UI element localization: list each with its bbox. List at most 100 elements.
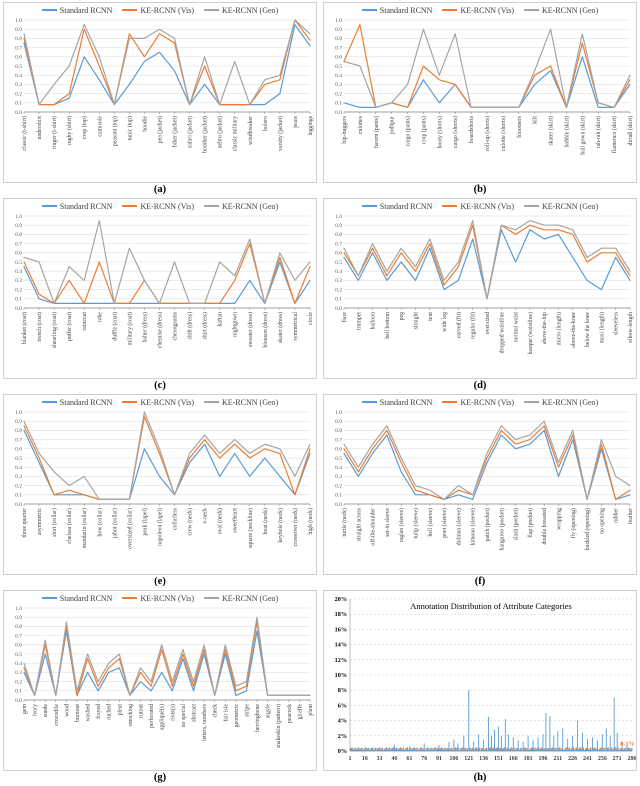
line-chart: 0.0 0.1 0.2 0.3 0.4 0.5 0.6 0.7 0.8 0.9 1.0 gem ivor… [15,606,314,748]
svg-text:4%: 4% [338,718,347,725]
svg-text:0.2: 0.2 [15,679,22,685]
svg-text:classic military: classic military [233,116,239,151]
svg-text:varsity (jacket): varsity (jacket) [277,116,284,151]
svg-text:perforated: perforated [148,704,155,728]
svg-text:letters, numbers: letters, numbers [202,703,208,741]
svg-text:0.8: 0.8 [15,36,22,42]
svg-text:cheongsams: cheongsams [173,311,179,340]
chart-b: Standard RCNN KE-RCNN (Vis) KE-RCNN (Geo) 0… [323,2,637,183]
svg-text:buckled (opening): buckled (opening) [584,508,591,550]
svg-text:18%: 18% [335,611,347,618]
svg-text:sweater (dress): sweater (dress) [247,312,254,347]
subplot-h: 0% 2% 4% 6% 8% 10% 12% 14% 16% 18% 20% 0.3% 1 16 31 46 6… [320,589,640,785]
legend-line-icon [442,204,458,207]
svg-text:16%: 16% [335,626,347,633]
legend-label: Standard RCNN [59,5,113,15]
svg-text:crossover (neck): crossover (neck) [292,508,299,547]
svg-text:keyhole (neck): keyhole (neck) [277,508,284,543]
svg-text:feather: feather [627,508,634,524]
svg-text:271: 271 [613,756,622,762]
svg-text:bell bottom: bell bottom [385,312,391,339]
svg-text:wood: wood [64,704,70,717]
svg-text:abstract: abstract [191,704,197,722]
svg-text:1.0: 1.0 [15,410,22,416]
legend-line-icon [523,400,539,403]
svg-text:76: 76 [421,756,427,762]
svg-text:0.4: 0.4 [15,73,22,79]
legend-line-icon [122,8,138,11]
caption-g: (g) [153,772,167,783]
svg-text:sleeveless: sleeveless [614,311,620,335]
legend-label: Standard RCNN [59,201,113,211]
legend-line-icon [523,8,539,11]
svg-text:v-neck: v-neck [203,508,209,524]
svg-text:ringer (t-shirt): ringer (t-shirt) [51,116,58,149]
svg-text:halter (dress): halter (dress) [141,312,148,342]
svg-text:puffer (coat): puffer (coat) [66,312,73,341]
svg-text:patch (pocket): patch (pocket) [484,508,491,541]
svg-text:micro (length): micro (length) [556,312,563,345]
svg-text:giraffe: giraffe [296,704,303,720]
legend-item: Standard RCNN [361,3,432,19]
svg-text:0.9: 0.9 [15,615,22,621]
svg-text:0.3%: 0.3% [620,741,635,748]
svg-text:crew (neck): crew (neck) [187,508,194,536]
svg-text:166: 166 [509,756,518,762]
svg-text:washed: washed [86,704,92,721]
svg-text:above-the-hip: above-the-hip [542,312,548,344]
svg-text:bell (sleeve): bell (sleeve) [427,508,434,537]
svg-text:0.7: 0.7 [15,45,22,51]
svg-text:0.5: 0.5 [15,456,22,462]
svg-text:0.0: 0.0 [15,502,22,508]
svg-text:31: 31 [377,756,383,762]
svg-text:0.6: 0.6 [15,643,22,649]
svg-text:1.0: 1.0 [335,18,342,24]
subplot-d: Standard RCNN KE-RCNN (Vis) KE-RCNN (Geo) 0… [320,197,640,393]
svg-text:0.2: 0.2 [335,287,342,293]
svg-text:check: check [213,704,219,718]
svg-text:chemise (dress): chemise (dress) [156,312,163,348]
svg-text:tunic (top): tunic (top) [126,116,133,140]
svg-text:0%: 0% [338,748,347,755]
legend-label: KE-RCNN (Vis) [460,397,514,407]
svg-text:bloomers: bloomers [517,115,523,137]
svg-text:maxi (length): maxi (length) [598,312,605,343]
svg-text:trumpet: trumpet [356,312,362,330]
svg-text:0.1: 0.1 [15,101,22,107]
legend-line-icon [122,400,138,403]
svg-text:46: 46 [392,756,398,762]
svg-text:0.0: 0.0 [335,502,342,508]
svg-text:booty (shorts): booty (shorts) [436,116,443,148]
legend-item: KE-RCNN (Vis) [122,199,194,215]
svg-text:peacock: peacock [287,704,293,723]
svg-text:0.8: 0.8 [15,624,22,630]
svg-text:regular (fit): regular (fit) [470,312,477,339]
svg-text:0.2: 0.2 [15,287,22,293]
svg-text:slash (pocket): slash (pocket) [513,508,520,540]
svg-text:121: 121 [464,756,473,762]
legend-line-icon [361,204,377,207]
svg-text:0.8: 0.8 [15,428,22,434]
legend-label: KE-RCNN (Vis) [460,5,514,15]
svg-text:skater (dress): skater (dress) [277,312,284,343]
svg-text:151: 151 [494,756,503,762]
svg-text:rugby (shirt): rugby (shirt) [66,116,73,145]
svg-text:0.9: 0.9 [15,419,22,425]
subplot-a: Standard RCNN KE-RCNN (Vis) KE-RCNN (Geo) 0… [0,1,320,197]
svg-text:square (neckline): square (neckline) [247,508,254,548]
legend-line-icon [122,204,138,207]
legend: Standard RCNN KE-RCNN (Vis) KE-RCNN (Geo) [4,199,316,212]
svg-text:set-in sleeve: set-in sleeve [385,508,391,537]
svg-text:0.0: 0.0 [15,306,22,312]
svg-text:shirt (collar): shirt (collar) [51,508,58,537]
svg-text:0.8: 0.8 [335,36,342,42]
svg-text:1.0: 1.0 [15,606,22,612]
svg-text:6%: 6% [338,702,347,709]
svg-text:91: 91 [436,756,442,762]
legend-item: Standard RCNN [361,199,432,215]
svg-text:roll-up (shorts): roll-up (shorts) [484,116,491,151]
svg-text:oval (neck): oval (neck) [217,508,224,534]
legend-item: KE-RCNN (Vis) [442,395,514,411]
svg-text:appliqué(s): appliqué(s) [159,704,166,730]
legend-item: Standard RCNN [41,395,112,411]
